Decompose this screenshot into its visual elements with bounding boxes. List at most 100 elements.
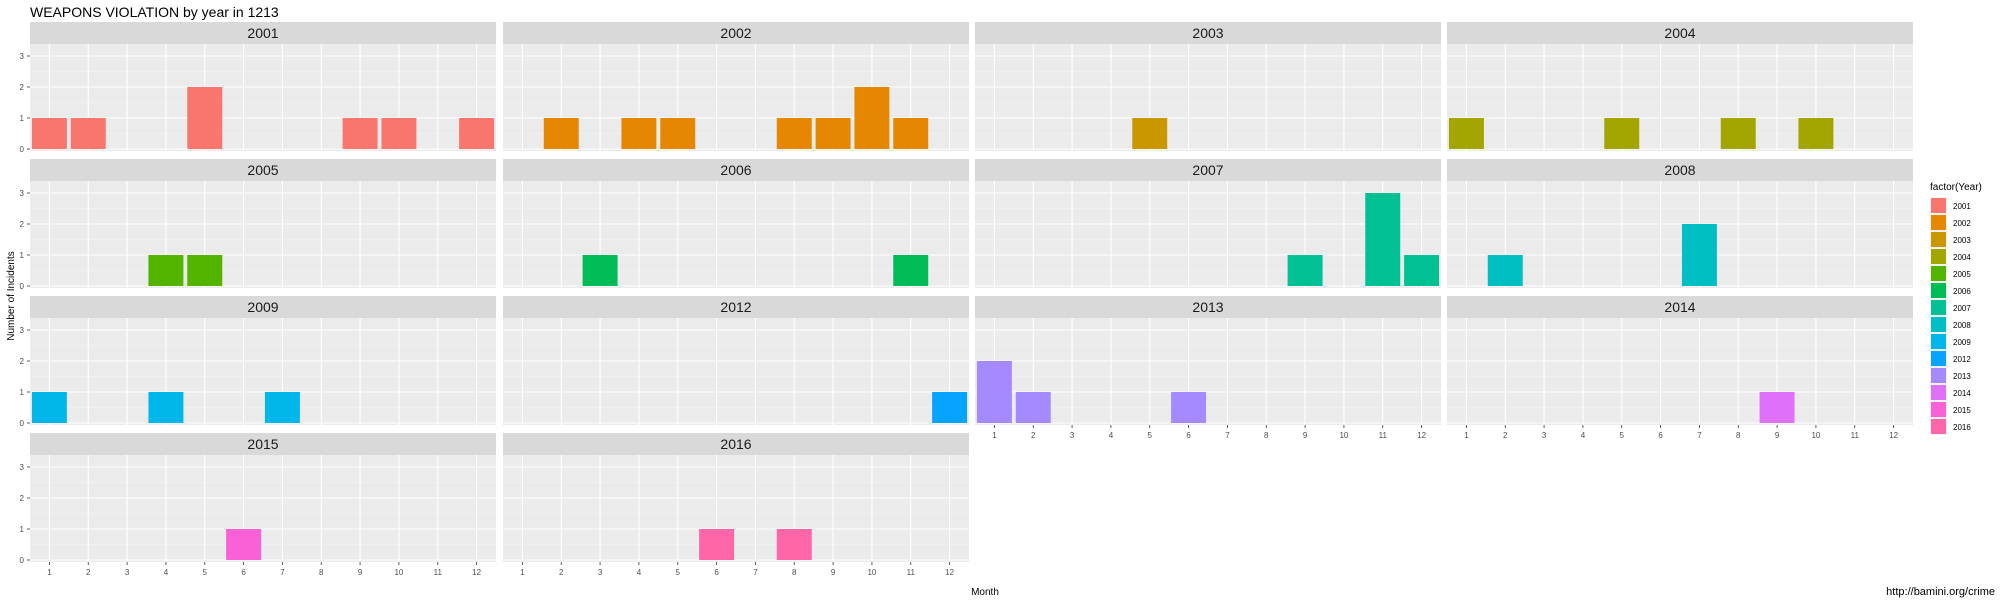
x-tick-label: 4 xyxy=(637,568,642,577)
legend-label: 2012 xyxy=(1953,355,1971,364)
x-tick-label: 9 xyxy=(358,568,363,577)
x-tick-label: 7 xyxy=(753,568,758,577)
facet-strip xyxy=(975,22,1441,44)
facet-strip-label: 2013 xyxy=(1192,299,1223,315)
y-tick-label: 0 xyxy=(20,556,25,565)
facet-strip-label: 2002 xyxy=(720,25,751,41)
facet-strip-label: 2006 xyxy=(720,162,751,178)
x-tick-label: 2 xyxy=(86,568,91,577)
bar-2002-month-4 xyxy=(621,118,657,149)
bar-2007-month-9 xyxy=(1287,255,1323,286)
facet-panel-2005: 2005 0 1 2 3 xyxy=(20,159,496,291)
bar-2008-month-2 xyxy=(1487,255,1523,286)
bar-2004-month-5 xyxy=(1604,118,1640,149)
bar-2016-month-6 xyxy=(699,529,735,560)
plot-background xyxy=(30,455,496,562)
bar-2013-month-6 xyxy=(1171,392,1207,423)
y-tick-label: 2 xyxy=(20,220,25,229)
bar-2003-month-5 xyxy=(1132,118,1168,149)
facet-strip-label: 2005 xyxy=(247,162,278,178)
bar-2002-month-9 xyxy=(815,118,851,149)
x-tick-label: 9 xyxy=(831,568,836,577)
plot-background xyxy=(975,318,1441,425)
legend-label: 2006 xyxy=(1953,287,1971,296)
plot-background xyxy=(1447,181,1913,288)
facet-strip xyxy=(1447,296,1913,318)
x-tick-label: 12 xyxy=(1889,431,1898,440)
x-tick-label: 10 xyxy=(1339,431,1348,440)
legend-label: 2008 xyxy=(1953,321,1971,330)
x-tick-label: 12 xyxy=(472,568,481,577)
legend-label: 2014 xyxy=(1953,389,1971,398)
facet-panel-2003: 2003 xyxy=(975,22,1441,151)
facet-panel-2007: 2007 xyxy=(975,159,1441,288)
legend-label: 2003 xyxy=(1953,236,1971,245)
legend-swatch-2009 xyxy=(1931,334,1946,349)
facet-panel-2008: 2008 xyxy=(1447,159,1913,288)
x-axis-title: Month xyxy=(971,587,999,598)
y-tick-label: 3 xyxy=(20,52,25,61)
bar-2008-month-7 xyxy=(1681,224,1717,286)
bar-2007-month-12 xyxy=(1404,255,1440,286)
facet-strip-label: 2001 xyxy=(247,25,278,41)
bar-2006-month-3 xyxy=(582,255,618,286)
x-tick-label: 8 xyxy=(319,568,324,577)
y-tick-label: 0 xyxy=(20,282,25,291)
bar-2009-month-1 xyxy=(31,392,67,423)
bar-2001-month-1 xyxy=(31,118,67,149)
chart-title: WEAPONS VIOLATION by year in 1213 xyxy=(30,4,279,20)
bar-2005-month-5 xyxy=(187,255,223,286)
plot-background xyxy=(503,44,969,151)
x-tick-label: 3 xyxy=(1070,431,1075,440)
facet-strip xyxy=(30,296,496,318)
legend-label: 2015 xyxy=(1953,406,1971,415)
facet-strip-label: 2003 xyxy=(1192,25,1223,41)
source-note: http://bamini.org/crime xyxy=(1886,586,1995,598)
facet-strip xyxy=(503,22,969,44)
x-tick-label: 3 xyxy=(125,568,130,577)
legend-swatch-2012 xyxy=(1931,351,1946,366)
bar-2007-month-11 xyxy=(1365,193,1401,286)
bar-2001-month-2 xyxy=(70,118,106,149)
x-tick-label: 4 xyxy=(1581,431,1586,440)
plot-background xyxy=(503,181,969,288)
bar-2014-month-9 xyxy=(1759,392,1795,423)
bar-2001-month-12 xyxy=(459,118,495,149)
legend-swatch-2001 xyxy=(1931,198,1946,213)
legend-label: 2009 xyxy=(1953,338,1971,347)
bar-2002-month-2 xyxy=(543,118,579,149)
x-tick-label: 10 xyxy=(1811,431,1820,440)
x-tick-label: 11 xyxy=(907,568,916,577)
bar-2002-month-8 xyxy=(776,118,812,149)
x-tick-label: 4 xyxy=(1109,431,1114,440)
legend-swatch-2008 xyxy=(1931,317,1946,332)
legend: factor(Year) 2001 2002 2003 2004 2005 2006 2007… xyxy=(1930,182,1982,435)
plot-background xyxy=(1447,44,1913,151)
facet-strip-label: 2009 xyxy=(247,299,278,315)
x-tick-label: 12 xyxy=(1417,431,1426,440)
plot-background xyxy=(30,44,496,151)
y-tick-label: 3 xyxy=(20,189,25,198)
facet-strip xyxy=(30,159,496,181)
legend-swatch-2013 xyxy=(1931,368,1946,383)
x-tick-label: 10 xyxy=(394,568,403,577)
y-tick-label: 3 xyxy=(20,326,25,335)
x-tick-label: 5 xyxy=(676,568,681,577)
legend-swatch-2006 xyxy=(1931,283,1946,298)
facet-strip xyxy=(503,296,969,318)
bar-2001-month-9 xyxy=(342,118,378,149)
x-tick-label: 6 xyxy=(1658,431,1663,440)
facet-strip-label: 2012 xyxy=(720,299,751,315)
legend-swatch-2002 xyxy=(1931,215,1946,230)
legend-label: 2004 xyxy=(1953,253,1971,262)
facet-strip xyxy=(30,22,496,44)
legend-title: factor(Year) xyxy=(1930,182,1982,193)
facet-strip-label: 2014 xyxy=(1664,299,1695,315)
x-tick-label: 4 xyxy=(164,568,169,577)
x-tick-label: 12 xyxy=(945,568,954,577)
x-tick-label: 6 xyxy=(1186,431,1191,440)
bar-2013-month-1 xyxy=(976,361,1012,423)
bar-2015-month-6 xyxy=(226,529,262,560)
